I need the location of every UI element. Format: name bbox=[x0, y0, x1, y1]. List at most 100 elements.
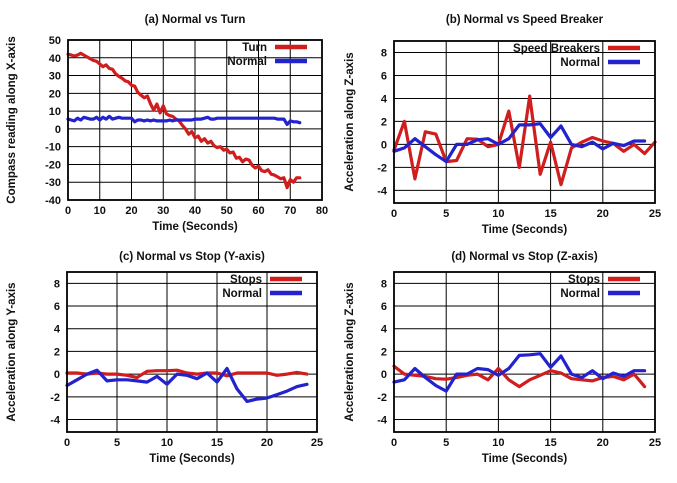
series-line-turn bbox=[66, 51, 302, 190]
chart-title: (c) Normal vs Stop (Y-axis) bbox=[119, 251, 265, 263]
plot-canvas-b: -4 -2 0 2 4 6 8 0 5 10 15 20 25 Speed Breakers Normal… bbox=[344, 14, 661, 236]
x-tick-label: 15 bbox=[211, 437, 223, 449]
x-tick-label: 0 bbox=[391, 208, 397, 220]
legend-label: Normal bbox=[560, 288, 600, 300]
series-layer bbox=[66, 51, 302, 190]
series-layer bbox=[65, 366, 309, 403]
tick-layer: -4 -2 0 2 4 6 8 0 5 10 15 20 25 bbox=[50, 278, 323, 449]
x-tick-label: 15 bbox=[544, 437, 556, 449]
series-line-normal bbox=[66, 114, 302, 127]
legend: Speed Breakers Normal bbox=[513, 43, 640, 69]
y-tick-label: 0 bbox=[54, 369, 60, 381]
plot-canvas-a: -40 -30 -20 -10 0 10 20 30 40 50 0 10 20 30 40 50 60 70 80… bbox=[6, 14, 328, 233]
x-tick-label: 20 bbox=[597, 437, 609, 449]
x-tick-label: 25 bbox=[649, 208, 661, 220]
x-tick-label: 10 bbox=[94, 205, 106, 217]
chart-title: (d) Normal vs Stop (Z-axis) bbox=[451, 251, 597, 263]
y-tick-label: -30 bbox=[45, 177, 61, 189]
x-tick-label: 60 bbox=[252, 205, 264, 217]
x-tick-label: 15 bbox=[544, 208, 556, 220]
axes-layer bbox=[67, 39, 323, 201]
legend-label: Normal bbox=[222, 288, 262, 300]
grid-layer bbox=[393, 272, 656, 432]
x-tick-label: 5 bbox=[114, 437, 120, 449]
series-line-speed-breakers bbox=[392, 94, 657, 187]
y-tick-label: -4 bbox=[377, 415, 388, 427]
y-tick-label: 8 bbox=[381, 278, 387, 290]
y-tick-label: 8 bbox=[54, 278, 60, 290]
y-tick-label: 20 bbox=[49, 88, 61, 100]
legend: Stops Normal bbox=[560, 274, 640, 300]
y-axis-label: Acceleration along Z-axis bbox=[344, 52, 356, 191]
axes-layer bbox=[66, 271, 318, 433]
y-tick-label: -4 bbox=[377, 185, 388, 197]
y-tick-label: 30 bbox=[49, 71, 61, 83]
y-tick-label: 4 bbox=[381, 324, 388, 336]
x-tick-label: 25 bbox=[311, 437, 323, 449]
axes-layer bbox=[393, 40, 656, 204]
y-tick-label: 6 bbox=[381, 301, 387, 313]
subplot-b-normal-vs-speed-breaker: -4 -2 0 2 4 6 8 0 5 10 15 20 25 Speed Breakers Normal… bbox=[338, 0, 677, 241]
y-tick-label: 6 bbox=[54, 301, 60, 313]
y-tick-label: -40 bbox=[45, 195, 61, 207]
plot-border bbox=[393, 40, 656, 204]
legend-label: Speed Breakers bbox=[513, 43, 600, 55]
y-tick-label: -2 bbox=[50, 392, 60, 404]
subplot-c-normal-vs-stop-y-axis: -4 -2 0 2 4 6 8 0 5 10 15 20 25 Stops Normal (c) Norm… bbox=[0, 242, 338, 483]
plot-canvas-d: -4 -2 0 2 4 6 8 0 5 10 15 20 25 Stops Normal (d) Norm… bbox=[344, 251, 661, 465]
x-axis-label: Time (Seconds) bbox=[482, 453, 568, 465]
x-tick-label: 25 bbox=[649, 437, 661, 449]
x-tick-label: 70 bbox=[284, 205, 296, 217]
legend: Turn Normal bbox=[227, 42, 307, 68]
axes-layer bbox=[393, 271, 656, 433]
x-tick-label: 10 bbox=[161, 437, 173, 449]
y-tick-label: 0 bbox=[381, 369, 387, 381]
plot-border bbox=[66, 271, 318, 433]
series-line-normal bbox=[392, 352, 647, 393]
x-axis-label: Time (Seconds) bbox=[149, 453, 235, 465]
tick-layer: -40 -30 -20 -10 0 10 20 30 40 50 0 10 20 30 40 50 60 70 80 bbox=[45, 35, 328, 217]
x-tick-label: 0 bbox=[64, 437, 70, 449]
y-axis-label: Compass reading along X-axis bbox=[6, 36, 18, 203]
y-tick-label: -2 bbox=[377, 392, 387, 404]
plot-canvas-c: -4 -2 0 2 4 6 8 0 5 10 15 20 25 Stops Normal (c) Norm… bbox=[6, 251, 323, 465]
legend-label: Normal bbox=[560, 57, 600, 69]
plot-border bbox=[393, 271, 656, 433]
y-tick-label: 50 bbox=[49, 35, 61, 47]
x-tick-label: 10 bbox=[492, 208, 504, 220]
series-layer bbox=[392, 352, 647, 393]
y-tick-label: 2 bbox=[54, 346, 60, 358]
y-axis-label: Acceleration along Z-axis bbox=[344, 282, 356, 421]
y-tick-label: 4 bbox=[54, 324, 61, 336]
y-tick-label: -4 bbox=[50, 415, 61, 427]
y-tick-label: -2 bbox=[377, 162, 387, 174]
y-tick-label: -10 bbox=[45, 142, 61, 154]
y-tick-label: 0 bbox=[55, 124, 61, 136]
x-axis-label: Time (Seconds) bbox=[482, 224, 568, 236]
legend: Stops Normal bbox=[222, 274, 302, 300]
x-tick-label: 30 bbox=[157, 205, 169, 217]
x-tick-label: 50 bbox=[221, 205, 233, 217]
tick-layer: -4 -2 0 2 4 6 8 0 5 10 15 20 25 bbox=[377, 278, 661, 449]
subplot-a-normal-vs-turn: -40 -30 -20 -10 0 10 20 30 40 50 0 10 20 30 40 50 60 70 80… bbox=[0, 0, 338, 241]
chart-title: (b) Normal vs Speed Breaker bbox=[446, 14, 604, 26]
y-tick-label: 4 bbox=[381, 93, 388, 105]
y-tick-label: 40 bbox=[49, 53, 61, 65]
series-layer bbox=[392, 94, 657, 187]
x-axis-label: Time (Seconds) bbox=[152, 221, 238, 233]
x-tick-label: 20 bbox=[125, 205, 137, 217]
legend-label: Stops bbox=[230, 274, 262, 286]
y-tick-label: 8 bbox=[381, 47, 387, 59]
legend-label: Stops bbox=[568, 274, 600, 286]
y-tick-label: -20 bbox=[45, 159, 61, 171]
legend-label: Normal bbox=[227, 56, 267, 68]
x-tick-label: 10 bbox=[492, 437, 504, 449]
x-tick-label: 40 bbox=[189, 205, 201, 217]
tick-layer: -4 -2 0 2 4 6 8 0 5 10 15 20 25 bbox=[377, 47, 661, 220]
x-tick-label: 5 bbox=[443, 437, 449, 449]
legend-label: Turn bbox=[242, 42, 267, 54]
x-tick-label: 80 bbox=[316, 205, 328, 217]
series-line-stops bbox=[65, 368, 309, 380]
plot-border bbox=[67, 39, 323, 201]
x-tick-label: 5 bbox=[443, 208, 449, 220]
